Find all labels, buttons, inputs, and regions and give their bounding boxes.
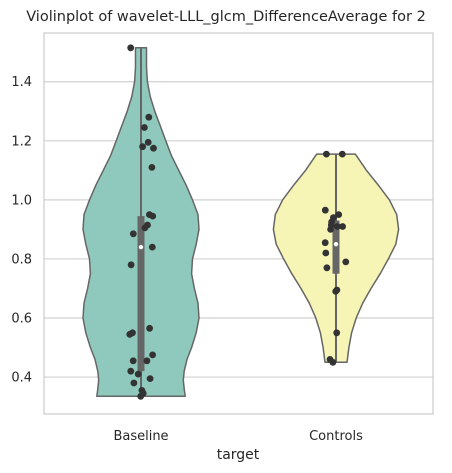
y-tick-label: 0.6 — [11, 312, 32, 327]
y-tick-label: 1.0 — [11, 193, 32, 208]
data-point — [129, 357, 137, 365]
median-marker — [138, 244, 144, 250]
data-point — [141, 124, 148, 131]
data-point — [149, 351, 157, 359]
data-point — [323, 150, 330, 158]
data-point — [129, 230, 137, 238]
y-tick-label: 0.8 — [11, 252, 32, 267]
data-point — [148, 164, 156, 171]
median-marker — [333, 241, 339, 247]
plot-frame — [43, 32, 434, 415]
data-point — [342, 258, 350, 266]
data-point — [329, 358, 337, 366]
data-point — [130, 379, 138, 387]
data-point — [321, 206, 329, 214]
y-tick-label: 1.4 — [11, 75, 32, 90]
x-tick-label: Controls — [309, 429, 363, 444]
data-point — [126, 330, 134, 338]
data-point — [150, 144, 157, 152]
data-point — [339, 223, 346, 230]
data-point — [141, 224, 149, 232]
data-point — [134, 370, 142, 378]
y-tick-label: 1.2 — [11, 134, 32, 149]
y-tick-label: 0.4 — [11, 371, 32, 386]
data-point — [139, 143, 147, 151]
x-tick-label: Baseline — [113, 429, 168, 444]
data-point — [137, 392, 145, 400]
data-point — [148, 243, 156, 251]
data-point — [127, 261, 135, 269]
data-point — [335, 211, 343, 219]
iqr-box — [332, 220, 340, 274]
y-tick-labels: 0.4 0.6 0.8 1.0 1.2 1.4 — [11, 75, 32, 385]
data-point — [323, 264, 331, 272]
data-point — [146, 375, 154, 382]
data-point — [332, 288, 340, 295]
data-point — [334, 223, 341, 230]
data-point — [143, 357, 151, 365]
data-point — [149, 212, 157, 220]
data-point — [145, 113, 153, 121]
data-point — [127, 44, 135, 52]
x-axis-label: target — [217, 447, 260, 463]
strip-points — [126, 44, 350, 400]
data-point — [144, 138, 152, 146]
data-point — [127, 367, 135, 375]
chart-title: Violinplot of wavelet-LLL_glcm_Differenc… — [26, 9, 426, 25]
x-tick-labels: Baseline Controls — [113, 429, 363, 444]
inner-boxes — [137, 47, 340, 397]
data-point — [322, 249, 330, 257]
data-point — [321, 239, 329, 247]
data-point — [333, 329, 341, 337]
data-point — [146, 324, 154, 332]
iqr-box — [137, 216, 145, 372]
data-point — [327, 226, 334, 233]
data-point — [338, 150, 346, 158]
